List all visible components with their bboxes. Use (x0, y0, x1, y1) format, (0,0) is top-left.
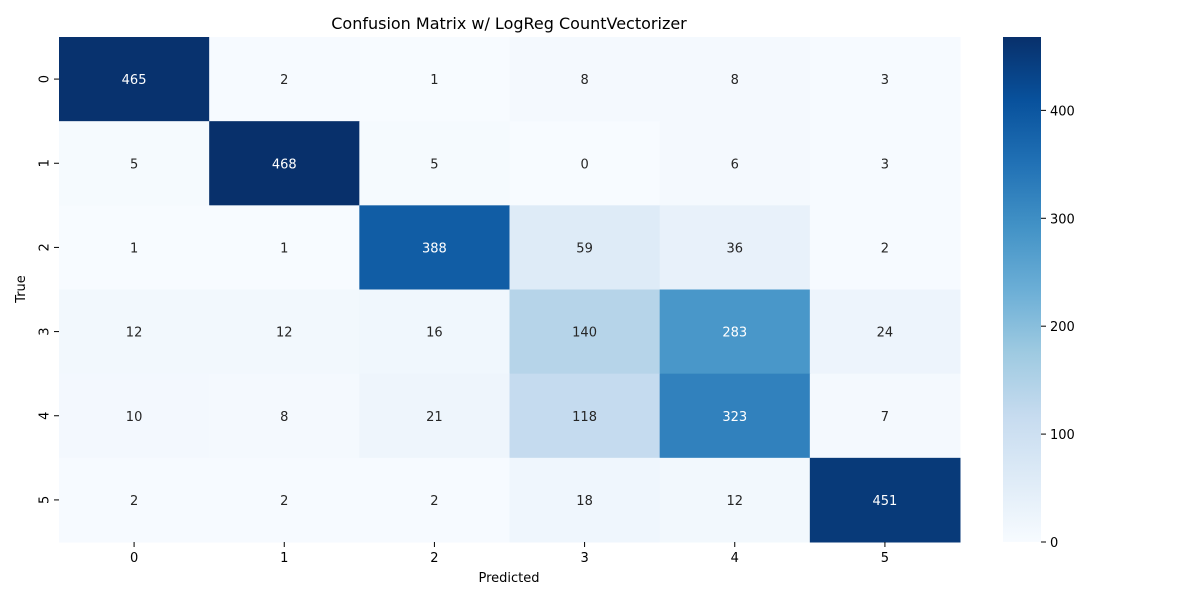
cell-value-label: 8 (580, 73, 588, 88)
cell-value-label: 388 (422, 241, 447, 256)
cell-value-label: 1 (280, 241, 288, 256)
y-tick-label: 5 (38, 496, 53, 504)
cell-value-label: 3 (881, 157, 889, 172)
chart-title: Confusion Matrix w/ LogReg CountVectoriz… (331, 14, 687, 33)
heatmap-cell (359, 373, 510, 459)
x-tick-label: 1 (280, 551, 288, 566)
heatmap-cell (209, 289, 360, 375)
cell-value-label: 0 (580, 157, 588, 172)
colorbar-tick-label: 300 (1050, 212, 1075, 227)
x-tick-label: 3 (580, 551, 588, 566)
heatmap-cell (809, 373, 961, 459)
heatmap-cell (59, 373, 210, 459)
heatmap-cell (809, 289, 961, 375)
cell-value-label: 3 (881, 73, 889, 88)
heatmap-cell (59, 205, 210, 290)
y-tick-label: 3 (38, 327, 53, 335)
cell-value-label: 12 (726, 494, 743, 509)
heatmap-cells: 465 2 1 8 8 35 468 5 0 6 31 1 388 59 36 212 12 16 140 283 24… (59, 37, 961, 543)
cell-value-label: 5 (430, 157, 438, 172)
cell-value-label: 10 (126, 410, 143, 425)
heatmap-cell (659, 37, 811, 122)
cell-value-label: 21 (426, 410, 443, 425)
cell-value-label: 12 (126, 326, 143, 341)
cell-value-label: 36 (726, 241, 743, 256)
cell-value-label: 6 (731, 157, 739, 172)
cell-value-label: 2 (881, 241, 889, 256)
heatmap-cell (59, 457, 210, 543)
cell-value-label: 2 (280, 494, 288, 509)
colorbar-ticks: 0 100 200 300 400 (1041, 104, 1075, 551)
heatmap-cell (359, 457, 510, 543)
heatmap-cell (359, 289, 510, 375)
x-axis-ticks: 0 1 2 3 4 5 (130, 542, 889, 566)
heatmap-cell (359, 37, 510, 122)
heatmap-cell (209, 457, 360, 543)
cell-value-label: 2 (280, 73, 288, 88)
y-tick-label: 0 (38, 75, 53, 83)
cell-value-label: 1 (430, 73, 438, 88)
heatmap-cell (59, 37, 210, 122)
cell-value-label: 2 (430, 494, 438, 509)
heatmap-cell (659, 289, 811, 375)
cell-value-label: 468 (272, 157, 297, 172)
colorbar-tick-label: 200 (1050, 320, 1075, 335)
colorbar-tick-label: 100 (1050, 428, 1075, 443)
cell-value-label: 2 (130, 494, 138, 509)
heatmap-cell (509, 205, 661, 290)
heatmap-cell (659, 457, 811, 543)
cell-value-label: 16 (426, 326, 443, 341)
x-tick-label: 4 (731, 551, 739, 566)
heatmap-cell (209, 205, 360, 290)
heatmap-cell (359, 121, 510, 206)
heatmap-cell (209, 121, 360, 206)
colorbar (1003, 37, 1041, 542)
heatmap-cell (59, 121, 210, 206)
cell-value-label: 7 (881, 410, 889, 425)
cell-value-label: 5 (130, 157, 138, 172)
y-tick-label: 1 (38, 159, 53, 167)
cell-value-label: 1 (130, 241, 138, 256)
cell-value-label: 8 (280, 410, 288, 425)
y-axis-label: True (14, 275, 29, 304)
cell-value-label: 12 (276, 326, 293, 341)
cell-value-label: 24 (877, 326, 894, 341)
heatmap-cell (809, 205, 961, 290)
heatmap-cell (659, 121, 811, 206)
heatmap-cell (509, 289, 661, 375)
cell-value-label: 283 (722, 326, 747, 341)
heatmap-cell (809, 457, 961, 543)
cell-value-label: 118 (572, 410, 597, 425)
cell-value-label: 465 (122, 73, 147, 88)
y-tick-label: 4 (38, 412, 53, 420)
heatmap-cell (209, 373, 360, 459)
heatmap-cell (809, 37, 961, 122)
x-axis-label: Predicted (478, 571, 539, 586)
cell-value-label: 323 (722, 410, 747, 425)
heatmap-cell (59, 289, 210, 375)
cell-value-label: 18 (576, 494, 593, 509)
heatmap-cell (509, 457, 661, 543)
heatmap-cell (509, 121, 661, 206)
cell-value-label: 451 (873, 494, 898, 509)
heatmap-cell (209, 37, 360, 122)
heatmap-cell (809, 121, 961, 206)
colorbar-tick-label: 0 (1050, 536, 1058, 551)
heatmap-cell (359, 205, 510, 290)
cell-value-label: 8 (731, 73, 739, 88)
x-tick-label: 5 (881, 551, 889, 566)
y-axis-ticks: 0 1 2 3 4 5 (38, 75, 59, 504)
x-tick-label: 2 (430, 551, 438, 566)
cell-value-label: 140 (572, 326, 597, 341)
y-tick-label: 2 (38, 243, 53, 251)
heatmap-cell (659, 205, 811, 290)
heatmap-cell (509, 37, 661, 122)
colorbar-tick-label: 400 (1050, 104, 1075, 119)
heatmap-cell (659, 373, 811, 459)
cell-value-label: 59 (576, 241, 593, 256)
heatmap-cell (509, 373, 661, 459)
x-tick-label: 0 (130, 551, 138, 566)
